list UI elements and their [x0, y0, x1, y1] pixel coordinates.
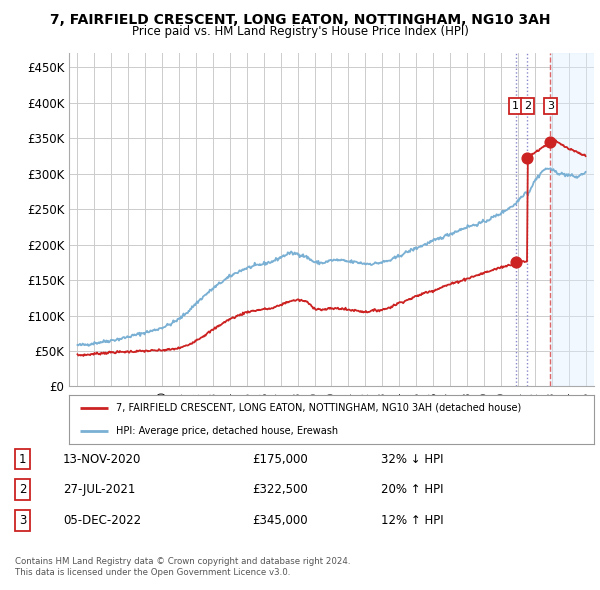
Text: HPI: Average price, detached house, Erewash: HPI: Average price, detached house, Erew…: [116, 426, 338, 436]
Text: This data is licensed under the Open Government Licence v3.0.: This data is licensed under the Open Gov…: [15, 568, 290, 577]
Bar: [550, 53, 594, 386]
Text: 7, FAIRFIELD CRESCENT, LONG EATON, NOTTINGHAM, NG10 3AH (detached house): 7, FAIRFIELD CRESCENT, LONG EATON, NOTTI…: [116, 403, 521, 413]
Text: 27-JUL-2021: 27-JUL-2021: [63, 483, 136, 496]
Text: 3: 3: [547, 101, 554, 112]
Text: 13-NOV-2020: 13-NOV-2020: [63, 453, 142, 466]
Text: 3: 3: [19, 514, 26, 527]
Text: 1: 1: [19, 453, 26, 466]
Point: [545, 137, 555, 146]
Text: 20% ↑ HPI: 20% ↑ HPI: [381, 483, 443, 496]
Text: 32% ↓ HPI: 32% ↓ HPI: [381, 453, 443, 466]
Text: £175,000: £175,000: [252, 453, 308, 466]
Text: £345,000: £345,000: [252, 514, 308, 527]
Text: 05-DEC-2022: 05-DEC-2022: [63, 514, 141, 527]
Text: 2: 2: [524, 101, 531, 112]
Text: 12% ↑ HPI: 12% ↑ HPI: [381, 514, 443, 527]
Text: 1: 1: [512, 101, 519, 112]
Text: Contains HM Land Registry data © Crown copyright and database right 2024.: Contains HM Land Registry data © Crown c…: [15, 558, 350, 566]
Point: [523, 153, 532, 162]
Point: [511, 258, 520, 267]
Text: £322,500: £322,500: [252, 483, 308, 496]
Text: 7, FAIRFIELD CRESCENT, LONG EATON, NOTTINGHAM, NG10 3AH: 7, FAIRFIELD CRESCENT, LONG EATON, NOTTI…: [50, 13, 550, 27]
Text: 2: 2: [19, 483, 26, 496]
Text: Price paid vs. HM Land Registry's House Price Index (HPI): Price paid vs. HM Land Registry's House …: [131, 25, 469, 38]
